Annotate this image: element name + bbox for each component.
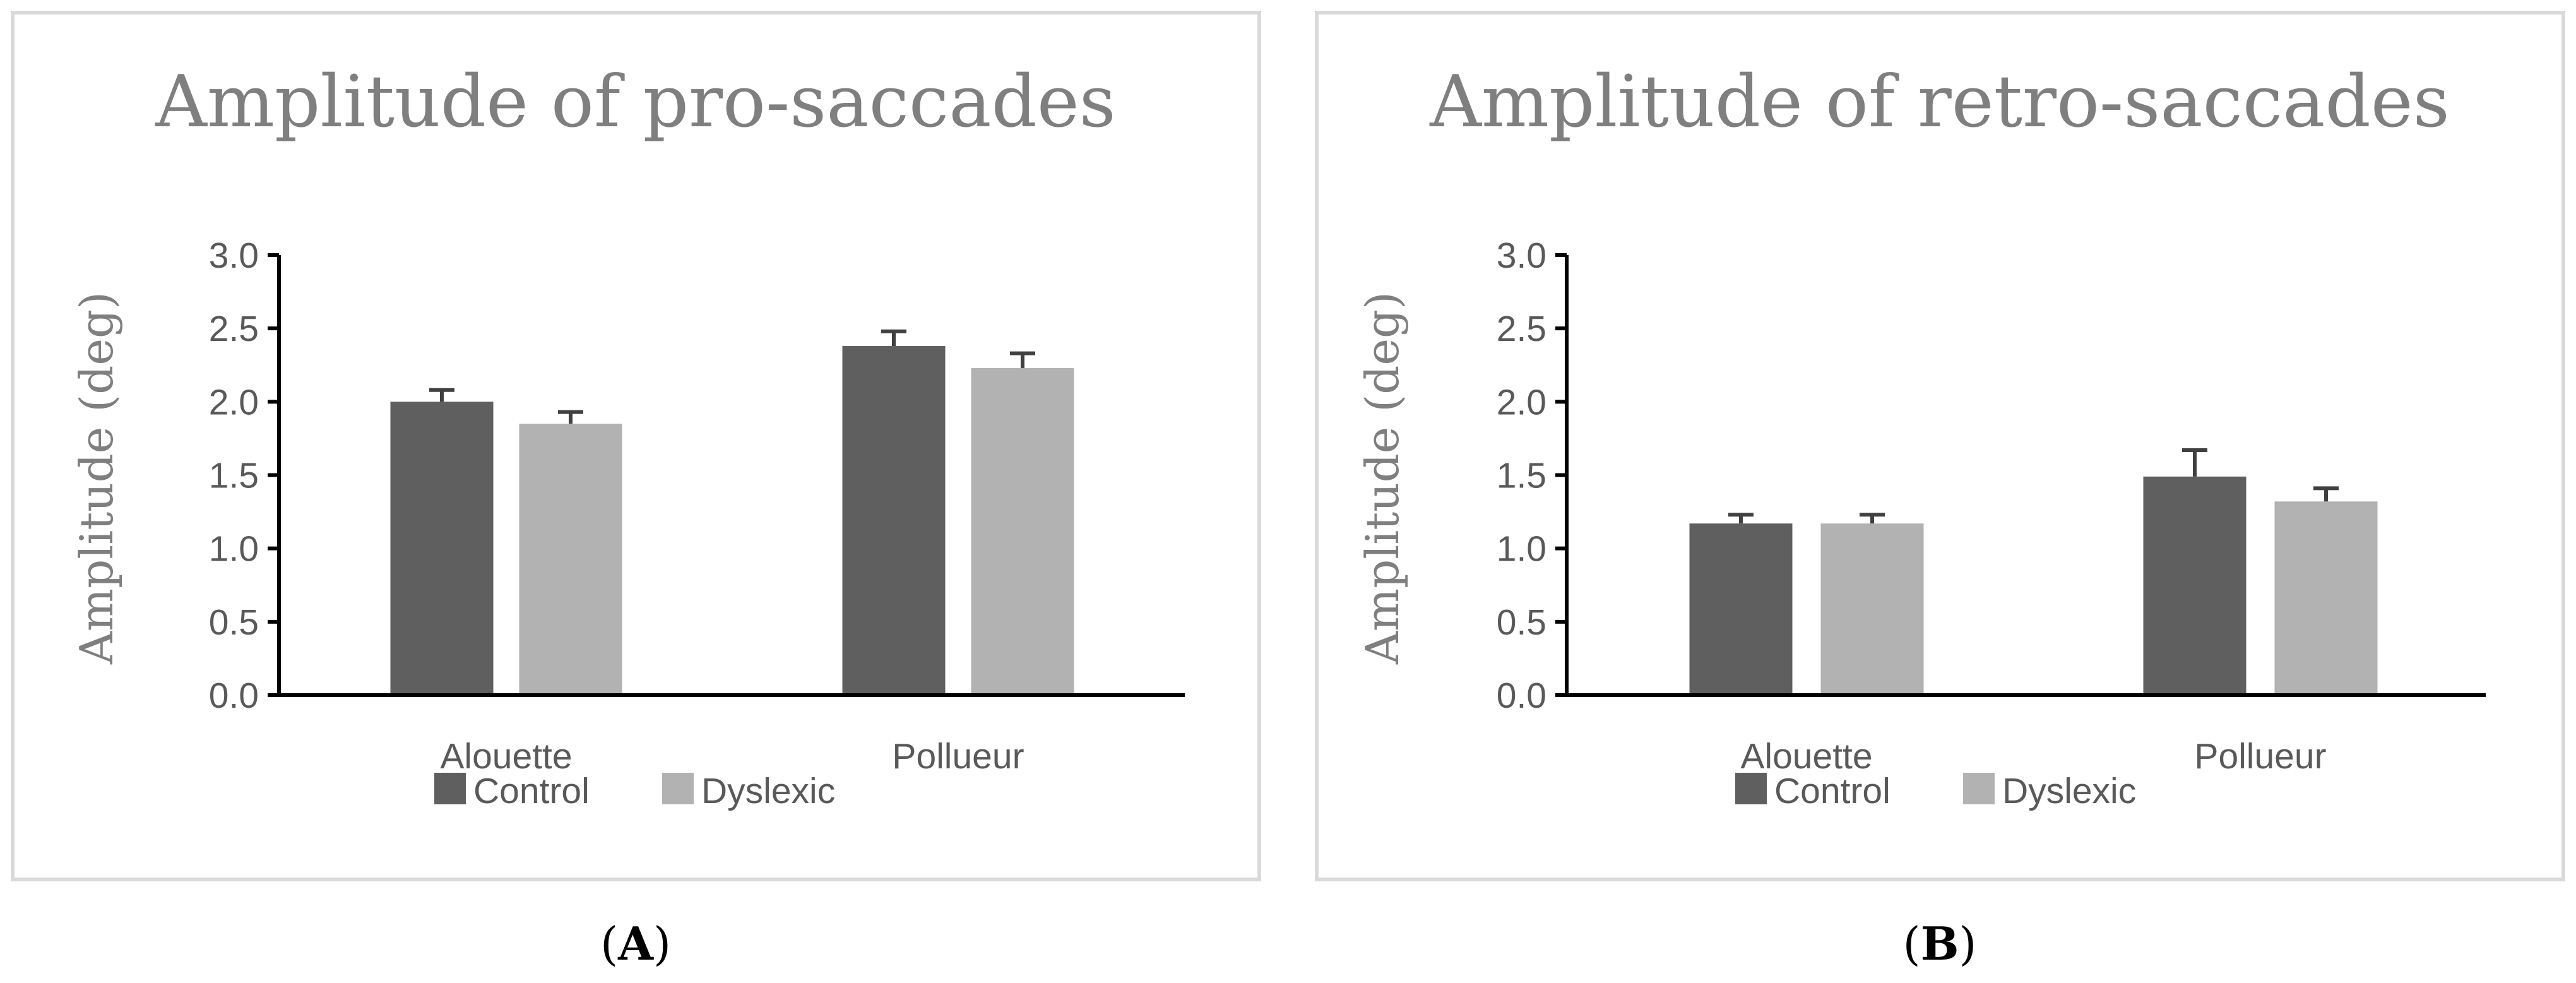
y-tick-label: 2.0 [209, 382, 259, 422]
y-tick-label: 0.0 [1497, 676, 1546, 716]
chart-frame [1315, 11, 2565, 881]
legend-swatch [1735, 773, 1767, 804]
y-tick-label: 1.5 [209, 456, 259, 496]
y-tick-label: 2.0 [1497, 382, 1546, 422]
y-tick-labels: 0.0 0.5 1.0 1.5 2.0 2.5 3.0 [1497, 235, 1567, 716]
chart-panel-a: Amplitude of pro-saccades Amplitude (deg… [11, 11, 1261, 970]
x-tick-label: Alouette [1740, 736, 1872, 777]
legend-label: Dyslexic [701, 771, 835, 811]
bars [1689, 448, 2378, 695]
y-tick-label: 2.5 [1497, 309, 1546, 349]
legend-label: Control [1774, 771, 1890, 811]
x-tick-labels: Alouette Pollueur [440, 736, 1024, 777]
x-tick-label: Pollueur [892, 736, 1024, 777]
legend-label: Dyslexic [2002, 771, 2136, 811]
y-tick-label: 3.0 [1497, 235, 1546, 276]
y-axis-label: Amplitude (deg) [70, 292, 123, 665]
legend-label: Control [473, 771, 590, 811]
bar-control-alouette [390, 402, 494, 695]
y-tick-label: 0.5 [209, 602, 259, 643]
chart-panel-b: Amplitude of retro-saccades Amplitude (d… [1315, 11, 2565, 970]
x-tick-label: Alouette [440, 736, 572, 777]
y-tick-label: 0.0 [209, 676, 259, 716]
bar-dyslexic-pollueur [2274, 501, 2378, 695]
panel-label: (A) [600, 917, 671, 970]
legend-swatch [434, 773, 466, 804]
x-tick-labels: Alouette Pollueur [1740, 736, 2326, 777]
bar-control-alouette [1689, 523, 1793, 695]
chart-title: Amplitude of retro-saccades [1429, 60, 2450, 143]
bar-dyslexic-pollueur [971, 367, 1074, 695]
legend: Control Dyslexic [1735, 771, 2136, 811]
bar-dyslexic-alouette [1820, 523, 1924, 695]
y-tick-label: 1.5 [1497, 456, 1546, 496]
y-tick-label: 1.0 [209, 529, 259, 569]
legend: Control Dyslexic [434, 771, 835, 811]
bar-control-pollueur [842, 346, 946, 695]
y-tick-label: 2.5 [209, 309, 259, 349]
chart-title: Amplitude of pro-saccades [155, 60, 1116, 143]
bar-dyslexic-alouette [519, 424, 622, 695]
x-tick-label: Pollueur [2194, 736, 2326, 777]
bars [390, 329, 1074, 695]
bar-control-pollueur [2143, 476, 2247, 695]
panel-label: (B) [1902, 917, 1976, 970]
y-tick-label: 3.0 [209, 235, 259, 276]
y-tick-label: 1.0 [1497, 529, 1546, 569]
y-axis-label: Amplitude (deg) [1356, 292, 1409, 665]
y-tick-label: 0.5 [1497, 602, 1546, 643]
legend-swatch [1963, 773, 1995, 804]
legend-swatch [662, 773, 694, 804]
y-tick-labels: 0.0 0.5 1.0 1.5 2.0 2.5 3.0 [209, 235, 279, 716]
